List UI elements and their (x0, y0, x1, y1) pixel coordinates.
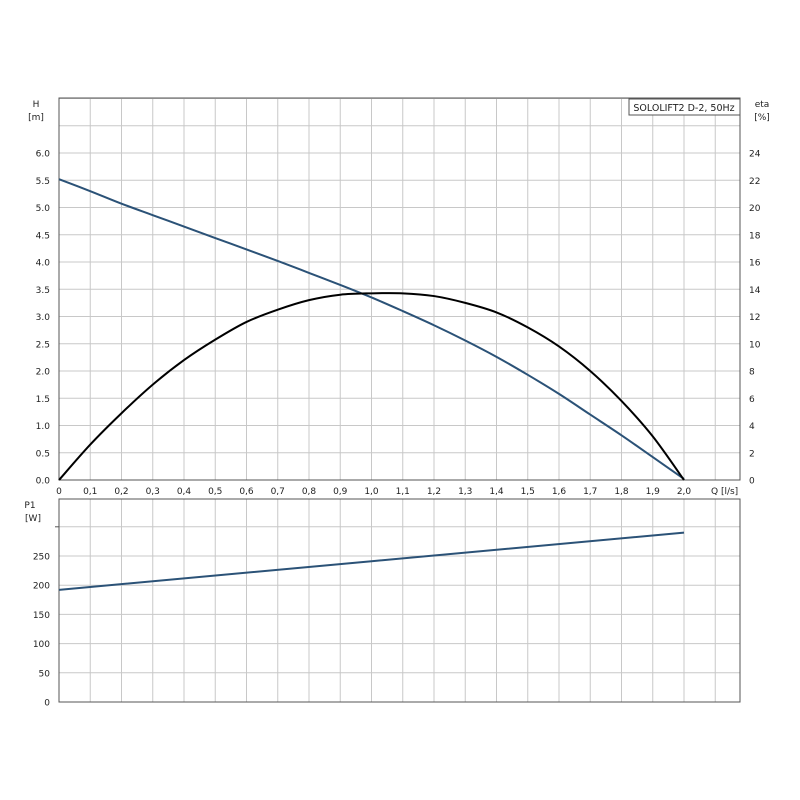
p1-tick-label: 100 (33, 640, 50, 650)
legend-box (628, 98, 741, 116)
top-series (58, 178, 685, 481)
x-tick-label: 1,4 (489, 487, 504, 497)
eta-curve (58, 292, 685, 481)
x-tick-label: 1,9 (646, 487, 661, 497)
p1-tick-labels: 0 50 100 150 200 250 (33, 526, 59, 709)
x-tick-label: 0,2 (114, 487, 128, 497)
eta-tick-label: 2 (749, 449, 755, 459)
bottom-grid (58, 499, 740, 703)
x-tick-label: 1,5 (521, 487, 535, 497)
p1-curve (58, 531, 685, 591)
h-tick-label: 6.0 (36, 150, 51, 160)
x-tick-label: 0,7 (271, 487, 285, 497)
h-curve (58, 178, 685, 480)
eta-tick-label: 20 (749, 204, 761, 214)
x-tick-label: 1,8 (614, 487, 629, 497)
h-tick-label: 4.0 (36, 259, 51, 269)
h-tick-label: 0.5 (36, 449, 50, 459)
x-tick-label: 0,9 (333, 487, 348, 497)
h-tick-label: 4.5 (36, 231, 50, 241)
bottom-series (58, 531, 685, 591)
h-tick-label: 0.0 (36, 477, 51, 487)
x-tick-label: 1,3 (458, 487, 472, 497)
p1-axis-name: P1 (24, 501, 35, 511)
p1-tick-label: 200 (33, 582, 50, 592)
eta-axis-unit: [%] (754, 113, 770, 123)
x-tick-label: 0,6 (239, 487, 254, 497)
h-tick-label: 5.0 (36, 204, 51, 214)
eta-tick-label: 4 (749, 422, 755, 432)
x-tick-label: 1,0 (364, 487, 379, 497)
x-tick-label: 0 (56, 487, 62, 497)
top-grid (58, 98, 740, 481)
p1-tick-label: 250 (33, 553, 50, 563)
h-tick-label: 2.5 (36, 340, 50, 350)
x-axis-label: Q [l/s] (711, 487, 738, 497)
x-tick-label: 0,5 (208, 487, 222, 497)
eta-tick-label: 12 (749, 313, 760, 323)
eta-tick-label: 10 (749, 340, 761, 350)
h-tick-label: 2.0 (36, 368, 51, 378)
h-axis-name: H (33, 100, 40, 110)
x-tick-labels: 0 0,1 0,2 0,3 0,4 0,5 0,6 0,7 0,8 0,9 1,0 1,1 1,2 1,3… (56, 487, 691, 497)
x-tick-label: 1,1 (396, 487, 410, 497)
h-axis-unit: [m] (28, 113, 44, 123)
eta-tick-label: 24 (749, 150, 761, 160)
x-tick-label: 0,1 (83, 487, 97, 497)
p1-tick-label: 0 (44, 699, 50, 709)
legend-text: SOLOLIFT2 D-2, 50Hz (633, 103, 734, 114)
eta-axis-name: eta (755, 100, 770, 110)
x-tick-label: 1,7 (583, 487, 597, 497)
h-tick-label: 5.5 (36, 177, 50, 187)
x-tick-label: 0,3 (146, 487, 160, 497)
eta-tick-label: 0 (749, 477, 755, 487)
p1-tick-label: 50 (39, 669, 51, 679)
eta-tick-label: 8 (749, 368, 755, 378)
p1-tick-label: 150 (33, 611, 50, 621)
eta-tick-label: 14 (749, 286, 761, 296)
x-tick-label: 2,0 (677, 487, 692, 497)
eta-tick-label: 18 (749, 231, 761, 241)
eta-tick-label: 22 (749, 177, 760, 187)
eta-tick-label: 6 (749, 395, 755, 405)
x-tick-label: 0,4 (177, 487, 192, 497)
h-tick-label: 1.0 (36, 422, 51, 432)
eta-tick-label: 16 (749, 259, 761, 269)
x-tick-label: 0,8 (302, 487, 317, 497)
x-tick-label: 1,2 (427, 487, 441, 497)
h-tick-label: 3.5 (36, 286, 50, 296)
h-tick-labels: 0.0 0.5 1.0 1.5 2.0 2.5 3.0 3.5 4.0 4.5 5.0 5.5 6.0 (36, 150, 51, 487)
h-tick-label: 3.0 (36, 313, 51, 323)
bottom-plot-frame (58, 498, 741, 703)
top-plot-frame (58, 97, 741, 481)
h-tick-label: 1.5 (36, 395, 50, 405)
x-tick-label: 1,6 (552, 487, 567, 497)
p1-axis-unit: [W] (25, 514, 41, 524)
